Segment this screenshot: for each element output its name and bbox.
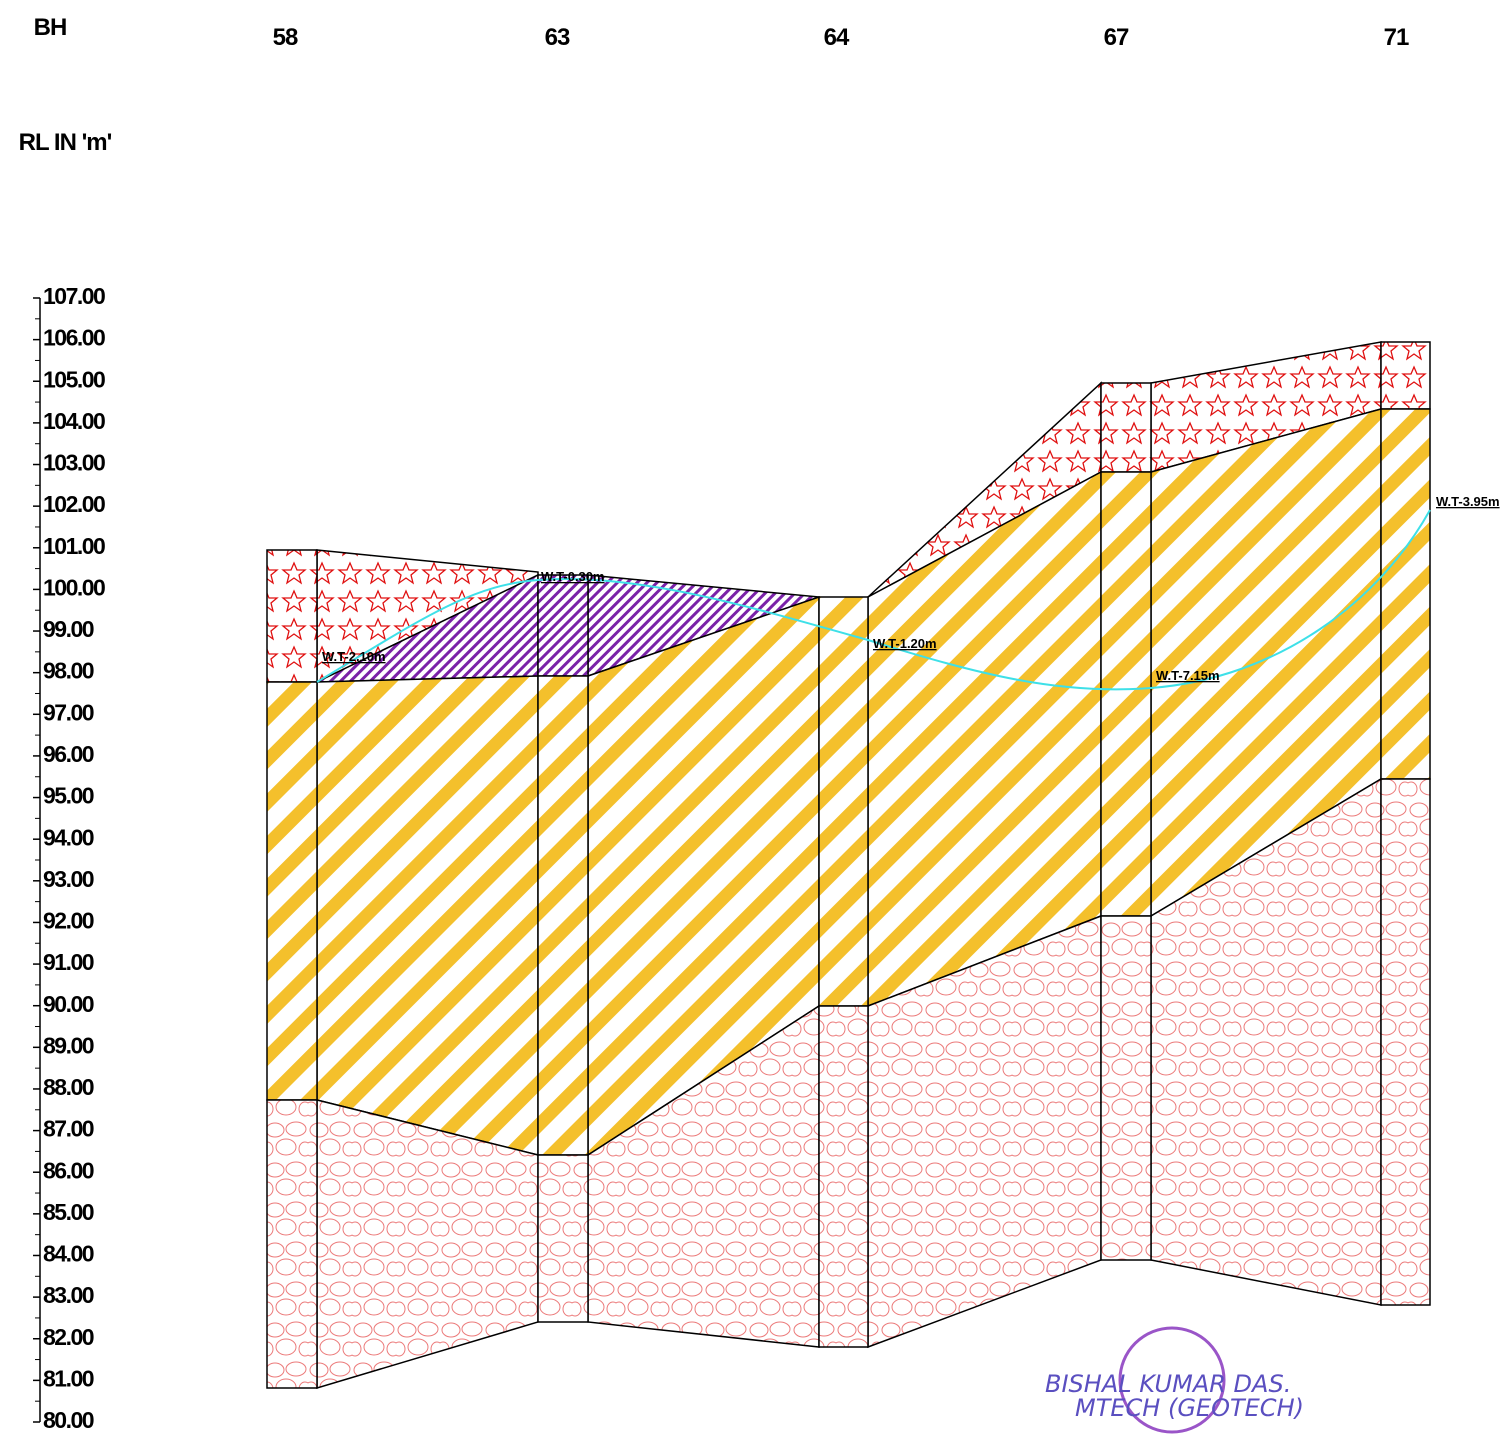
rl-tick-label: 86.00	[43, 1157, 94, 1183]
water-table-label: W.T-1.20m	[873, 636, 937, 651]
water-table-label: W.T-3.95m	[1436, 494, 1500, 509]
rl-tick-label: 81.00	[43, 1365, 94, 1391]
stamp	[1118, 1326, 1226, 1434]
strata	[266, 341, 1431, 1390]
rl-tick-label: 106.00	[43, 325, 105, 351]
rl-tick-label: 99.00	[43, 616, 94, 642]
rl-tick-label: 107.00	[43, 283, 105, 309]
rl-tick-label: 104.00	[43, 408, 105, 434]
rl-tick-label: 85.00	[43, 1199, 94, 1225]
rl-tick-label: 80.00	[43, 1407, 94, 1433]
water-table-line	[316, 509, 1431, 691]
rl-tick-label: 84.00	[43, 1241, 94, 1267]
rl-tick-label: 96.00	[43, 741, 94, 767]
rl-tick-label: 97.00	[43, 699, 94, 725]
rl-tick-label: 91.00	[43, 949, 94, 975]
bh-label: BH	[34, 14, 67, 41]
borehole-label: 58	[273, 24, 298, 51]
rl-tick-label: 105.00	[43, 366, 105, 392]
rl-tick-label: 82.00	[43, 1324, 94, 1350]
signature-degree: MTECH (GEOTECH)	[1075, 1394, 1304, 1422]
rl-tick-label: 102.00	[43, 491, 105, 517]
rl-tick-label: 90.00	[43, 991, 94, 1017]
water-table-label: W.T-0.30m	[541, 569, 605, 584]
rl-tick-label: 95.00	[43, 783, 94, 809]
rl-tick-label: 101.00	[43, 533, 105, 559]
borehole-label: 63	[545, 24, 570, 51]
rl-tick-label: 98.00	[43, 658, 94, 684]
rl-tick-label: 100.00	[43, 574, 105, 600]
water-table-label: W.T-2.10m	[322, 649, 386, 664]
rl-tick-label: 93.00	[43, 866, 94, 892]
rl-tick-label: 89.00	[43, 1032, 94, 1058]
water-table-label: W.T-7.15m	[1156, 668, 1220, 683]
rl-tick-label: 94.00	[43, 824, 94, 850]
rl-tick-label: 83.00	[43, 1282, 94, 1308]
rl-tick-label: 92.00	[43, 908, 94, 934]
rl-label: RL IN 'm'	[19, 129, 112, 156]
rl-axis: 107.00 106.00 105.00 104.00 103.00 102.00 101.…	[33, 283, 107, 1433]
rl-tick-label: 103.00	[43, 450, 105, 476]
borehole-label: 64	[824, 24, 850, 51]
borehole-label: 67	[1104, 24, 1129, 51]
rl-tick-label: 88.00	[43, 1074, 94, 1100]
signature-name: BISHAL KUMAR DAS.	[1045, 1370, 1291, 1398]
rl-tick-label: 87.00	[43, 1116, 94, 1142]
borehole-label: 71	[1384, 24, 1409, 51]
